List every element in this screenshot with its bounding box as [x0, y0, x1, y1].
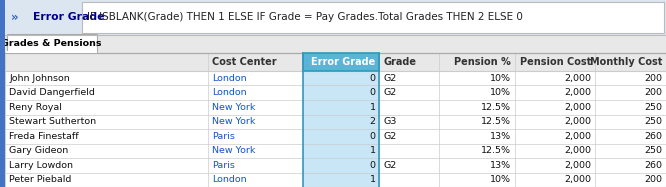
Text: John Johnson: John Johnson: [9, 74, 70, 83]
Text: 0: 0: [370, 74, 376, 83]
Text: Peter Piebald: Peter Piebald: [9, 175, 72, 184]
FancyBboxPatch shape: [302, 53, 380, 71]
Text: 2,000: 2,000: [564, 175, 591, 184]
Text: Gary Gideon: Gary Gideon: [9, 146, 69, 155]
Text: 250: 250: [644, 103, 662, 112]
FancyBboxPatch shape: [82, 2, 664, 33]
Text: New York: New York: [212, 103, 255, 112]
Text: G2: G2: [384, 132, 397, 141]
Text: 12.5%: 12.5%: [481, 117, 511, 126]
Text: London: London: [212, 74, 246, 83]
Text: 0: 0: [370, 88, 376, 97]
Text: Pension Cost: Pension Cost: [519, 57, 591, 67]
Text: David Dangerfield: David Dangerfield: [9, 88, 95, 97]
Text: Grades & Pensions: Grades & Pensions: [1, 39, 102, 48]
Text: 200: 200: [644, 175, 662, 184]
Text: Error Grade: Error Grade: [311, 57, 376, 67]
Text: 1: 1: [370, 175, 376, 184]
Text: 10%: 10%: [490, 88, 511, 97]
FancyBboxPatch shape: [302, 71, 380, 187]
Text: Pension %: Pension %: [454, 57, 511, 67]
Text: 1: 1: [370, 146, 376, 155]
Text: 2: 2: [370, 117, 376, 126]
Text: 200: 200: [644, 88, 662, 97]
Text: G2: G2: [384, 88, 397, 97]
Text: Reny Royal: Reny Royal: [9, 103, 62, 112]
Text: 250: 250: [644, 146, 662, 155]
Text: Error Grade: Error Grade: [33, 13, 105, 22]
Text: Grade: Grade: [384, 57, 416, 67]
Text: Cost Center: Cost Center: [212, 57, 276, 67]
FancyBboxPatch shape: [5, 35, 666, 53]
Text: New York: New York: [212, 146, 255, 155]
Text: Paris: Paris: [212, 132, 234, 141]
Text: G3: G3: [384, 117, 397, 126]
Text: Stewart Sutherton: Stewart Sutherton: [9, 117, 97, 126]
Text: Monthly Cost: Monthly Cost: [589, 57, 662, 67]
Text: »: »: [11, 11, 18, 24]
Text: 2,000: 2,000: [564, 117, 591, 126]
FancyBboxPatch shape: [5, 0, 666, 35]
Text: 2,000: 2,000: [564, 103, 591, 112]
Text: 2,000: 2,000: [564, 74, 591, 83]
Text: 10%: 10%: [490, 74, 511, 83]
FancyBboxPatch shape: [0, 0, 5, 187]
Text: 260: 260: [644, 132, 662, 141]
Text: 10%: 10%: [490, 175, 511, 184]
Text: Larry Lowdon: Larry Lowdon: [9, 161, 73, 170]
Text: 13%: 13%: [490, 161, 511, 170]
Text: 13%: 13%: [490, 132, 511, 141]
Text: New York: New York: [212, 117, 255, 126]
Text: 12.5%: 12.5%: [481, 146, 511, 155]
FancyBboxPatch shape: [5, 53, 666, 71]
FancyBboxPatch shape: [7, 34, 97, 52]
Text: 0: 0: [370, 161, 376, 170]
Text: 1: 1: [370, 103, 376, 112]
Text: 260: 260: [644, 161, 662, 170]
Text: London: London: [212, 88, 246, 97]
Text: 2,000: 2,000: [564, 88, 591, 97]
Text: Freda Finestaff: Freda Finestaff: [9, 132, 79, 141]
Text: 0: 0: [370, 132, 376, 141]
Text: 12.5%: 12.5%: [481, 103, 511, 112]
Text: G2: G2: [384, 74, 397, 83]
Text: 2,000: 2,000: [564, 161, 591, 170]
Text: 200: 200: [644, 74, 662, 83]
Text: 2,000: 2,000: [564, 132, 591, 141]
Text: 2,000: 2,000: [564, 146, 591, 155]
Text: Paris: Paris: [212, 161, 234, 170]
Text: London: London: [212, 175, 246, 184]
Text: 250: 250: [644, 117, 662, 126]
Text: G2: G2: [384, 161, 397, 170]
Text: IF ISBLANK(Grade) THEN 1 ELSE IF Grade = Pay Grades.Total Grades THEN 2 ELSE 0: IF ISBLANK(Grade) THEN 1 ELSE IF Grade =…: [87, 13, 523, 22]
FancyBboxPatch shape: [5, 53, 666, 187]
